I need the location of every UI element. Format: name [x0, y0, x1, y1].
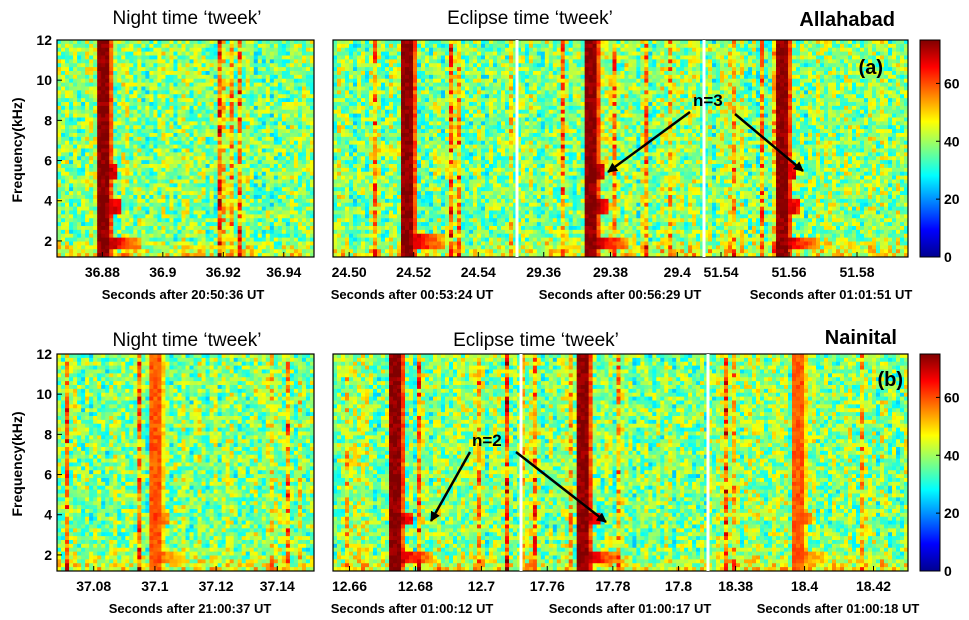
- panel-b: Night time ‘tweek’ Eclipse time ‘tweek’ …: [9, 327, 960, 616]
- y-axis-label-b: Frequency(kHz): [9, 411, 25, 516]
- colorbar-tick-label-b-2: 40: [944, 447, 960, 463]
- y-tick-label-a-4: 10: [36, 72, 52, 88]
- subplot-frame-a-1: [56, 39, 315, 258]
- x-tick-label-b-2-2: 12.7: [468, 578, 495, 594]
- x-tick-label-a-4-2: 51.58: [839, 264, 874, 280]
- panel-label-a: (a): [859, 57, 883, 79]
- panel-a: Night time ‘tweek’ Eclipse time ‘tweek’ …: [9, 8, 960, 302]
- station-name-b: Nainital: [825, 327, 897, 349]
- y-tick-label-a-0: 2: [44, 233, 52, 249]
- colorbar-tick-label-a-2: 40: [944, 133, 960, 149]
- x-axis-label-b-1: Seconds after 21:00:37 UT: [109, 601, 272, 616]
- subplot-frame-b-1: [56, 353, 315, 572]
- x-axis-label-a-2: Seconds after 00:53:24 UT: [331, 287, 494, 302]
- x-axis-label-a-3: Seconds after 00:56:29 UT: [539, 287, 702, 302]
- colorbar-b-scale: [919, 353, 941, 572]
- x-tick-label-b-4-1: 18.4: [791, 578, 818, 594]
- x-tick-label-b-1-2: 37.12: [199, 578, 234, 594]
- x-tick-label-b-2-0: 12.66: [332, 578, 367, 594]
- y-tick-label-a-3: 8: [44, 112, 52, 128]
- x-tick-label-a-1-0: 36.88: [85, 264, 120, 280]
- eclipse-title-a: Eclipse time ‘tweek’: [447, 8, 613, 29]
- x-tick-label-b-4-0: 18.38: [718, 578, 753, 594]
- colorbar-a-scale: [919, 39, 941, 258]
- y-tick-label-a-1: 4: [44, 193, 52, 209]
- station-name-a: Allahabad: [799, 9, 895, 31]
- panel-label-b: (b): [877, 369, 903, 391]
- colorbar-a: 0 20 40 60: [919, 39, 960, 265]
- colorbar-tick-label-b-3: 60: [944, 389, 960, 405]
- night-title-a: Night time ‘tweek’: [113, 8, 262, 29]
- x-tick-label-a-3-0: 29.36: [526, 264, 561, 280]
- x-tick-label-b-4-2: 18.42: [856, 578, 891, 594]
- colorbar-b: 0 20 40 60: [919, 353, 960, 579]
- x-tick-label-b-1-3: 37.14: [260, 578, 295, 594]
- y-tick-label-b-2: 6: [44, 467, 52, 483]
- night-title-b: Night time ‘tweek’: [113, 330, 262, 351]
- eclipse-title-b: Eclipse time ‘tweek’: [453, 330, 619, 351]
- x-tick-label-b-3-0: 17.76: [530, 578, 565, 594]
- y-tick-label-a-2: 6: [44, 153, 52, 169]
- colorbar-tick-label-a-0: 0: [944, 249, 952, 265]
- colorbar-tick-label-b-0: 0: [944, 563, 952, 579]
- x-tick-label-b-3-2: 17.8: [665, 578, 692, 594]
- panel-b-data-layer: [57, 354, 909, 572]
- x-tick-label-a-4-0: 51.54: [703, 264, 738, 280]
- spectrogram-a-4: [704, 40, 909, 258]
- x-axis-label-b-2: Seconds after 01:00:12 UT: [331, 601, 494, 616]
- x-tick-label-a-4-1: 51.56: [771, 264, 806, 280]
- spectrogram-b-3: [521, 354, 709, 572]
- panel-b-axis-layer: 37.08 37.1 37.12 37.14 Seconds after 21:00:3…: [36, 346, 919, 616]
- x-tick-label-a-2-2: 24.54: [461, 264, 496, 280]
- x-axis-label-a-4: Seconds after 01:01:51 UT: [750, 287, 913, 302]
- panel-a-data-layer: [57, 40, 909, 258]
- x-tick-label-a-2-0: 24.50: [332, 264, 367, 280]
- x-tick-label-a-2-1: 24.52: [396, 264, 431, 280]
- x-tick-label-b-2-1: 12.68: [398, 578, 433, 594]
- spectrogram-b-1: [57, 354, 315, 572]
- x-tick-label-a-3-1: 29.38: [593, 264, 628, 280]
- colorbar-tick-label-a-1: 20: [944, 191, 960, 207]
- spectrogram-b-4: [708, 354, 909, 572]
- colorbar-tick-label-a-3: 60: [944, 75, 960, 91]
- x-axis-label-b-4: Seconds after 01:00:18 UT: [757, 601, 920, 616]
- annotation-n2: n=2: [429, 431, 607, 523]
- annotation-arrow-b-right: [515, 451, 607, 523]
- x-tick-label-b-1-1: 37.1: [141, 578, 168, 594]
- y-tick-label-b-3: 8: [44, 426, 52, 442]
- spectrogram-a-3: [517, 40, 705, 258]
- annotation-text-b: n=2: [472, 431, 502, 450]
- x-tick-label-a-3-2: 29.4: [664, 264, 691, 280]
- spectrogram-a-2: [333, 40, 518, 258]
- x-tick-label-b-3-1: 17.78: [595, 578, 630, 594]
- colorbar-tick-label-b-1: 20: [944, 505, 960, 521]
- x-tick-label-a-1-3: 36.94: [266, 264, 301, 280]
- x-tick-label-b-1-0: 37.08: [76, 578, 111, 594]
- annotation-text-a: n=3: [693, 91, 723, 110]
- spectrogram-a-1: [57, 40, 315, 258]
- y-tick-label-b-0: 2: [44, 547, 52, 563]
- annotation-n3: n=3: [607, 91, 804, 174]
- annotation-arrow-a-left: [607, 110, 691, 174]
- y-tick-label-b-5: 12: [36, 346, 52, 362]
- x-tick-label-a-1-2: 36.92: [206, 264, 241, 280]
- y-tick-label-b-4: 10: [36, 386, 52, 402]
- x-axis-label-b-3: Seconds after 01:00:17 UT: [549, 601, 712, 616]
- y-tick-label-b-1: 4: [44, 507, 52, 523]
- y-tick-label-a-5: 12: [36, 32, 52, 48]
- spectrogram-b-2: [333, 354, 522, 572]
- annotation-arrow-b-left: [429, 451, 472, 522]
- x-tick-label-a-1-1: 36.9: [149, 264, 176, 280]
- x-axis-label-a-1: Seconds after 20:50:36 UT: [102, 287, 265, 302]
- annotation-arrow-a-right: [734, 113, 804, 172]
- y-axis-label-a: Frequency(kHz): [9, 97, 25, 202]
